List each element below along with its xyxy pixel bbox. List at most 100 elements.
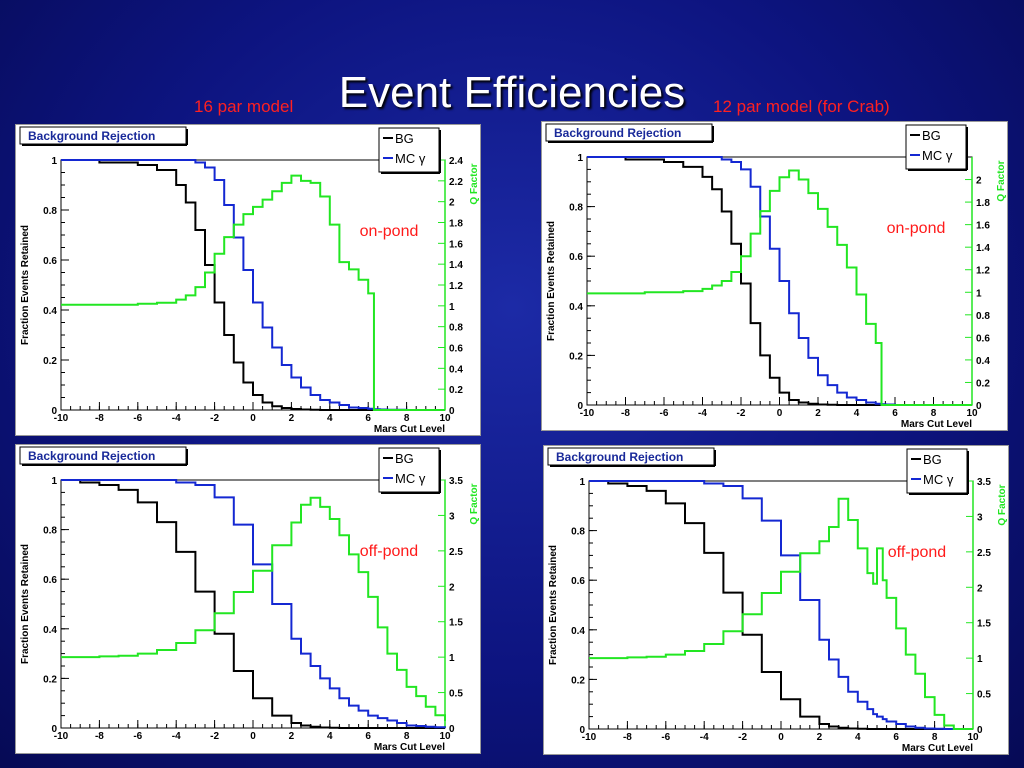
y2-tick-label: 0.5 [449,689,463,700]
panel-title: Background Rejection [28,449,155,463]
y-tick-label: 0.6 [571,576,585,587]
y-tick-label: 1 [51,156,57,167]
mc-gamma-series-line [61,479,446,729]
x-tick-label: 6 [365,731,371,742]
chart-bottom-left: Background Rejection-10 -8 -6 -4 -2 0 2 4 6 8 10Ma… [15,444,481,754]
y2-axis-label: Q Factor [997,484,1008,525]
x-tick-label: 4 [855,732,861,743]
y-tick-label: 0 [51,406,57,417]
y-tick-label: 0.4 [569,302,583,313]
x-tick-label: 8 [932,732,938,743]
x-tick-label: -8 [623,732,632,743]
legend-box [378,127,440,173]
x-tick-label: 6 [893,732,899,743]
y2-tick-label: 2 [449,198,455,209]
x-tick-label: 8 [404,413,410,424]
y-tick-label: 0.2 [571,675,585,686]
y2-tick-label: 2.4 [449,156,463,167]
y-tick-label: 0 [579,725,585,736]
y2-tick-label: 1.4 [449,260,463,271]
legend-label: BG [923,452,942,467]
left-model-label: 16 par model [194,97,294,116]
chart-panel-top-left: Background Rejection -10 -8 -6 -4 -2 0 2 4 6 8 10 Ma… [15,124,481,436]
y-tick-label: 0 [577,401,583,412]
x-tick-label: -6 [133,413,142,424]
annotation-label: on-pond [887,220,946,237]
x-tick-label: 0 [250,731,256,742]
x-tick-label: 2 [817,732,823,743]
q-factor-series-line [61,174,445,411]
y2-tick-label: 1.5 [977,619,991,630]
x-tick-label: 0 [777,408,783,419]
x-tick-label: -4 [172,731,181,742]
panel-frame [15,124,481,436]
y-tick-label: 0 [51,724,57,735]
y-tick-label: 0.6 [43,256,57,267]
y2-tick-label: 0 [449,724,455,735]
y-tick-label: 0.8 [569,203,583,214]
y-tick-label: 0.2 [43,674,57,685]
y2-tick-label: 1.2 [449,281,463,292]
x-tick-label: -6 [661,732,670,743]
x-tick-label: 8 [931,408,937,419]
y-tick-label: 1 [51,476,57,487]
right-model-label: 12 par model (for Crab) [713,97,890,116]
x-tick-label: 0 [778,732,784,743]
x-tick-label: 10 [439,413,451,424]
y2-tick-label: 1 [976,288,982,299]
chart-top-right: Background Rejection-10 -8 -6 -4 -2 0 2 4 6 8 10Ma… [541,121,1008,431]
q-factor-series-line [61,496,446,721]
y2-tick-label: 1 [449,302,455,313]
y2-tick-label: 1.5 [449,618,463,629]
y2-tick-label: 3.5 [977,477,991,488]
x-tick-label: 2 [289,731,295,742]
y2-tick-label: 0.4 [976,356,990,367]
y2-tick-label: 0 [449,406,455,417]
panel-title: Background Rejection [554,126,681,140]
annotation-label: on-pond [360,223,419,240]
y2-tick-label: 0.8 [976,311,990,322]
chart-top-left: Background Rejection-10 -8 -6 -4 -2 0 2 4 6 8 10Ma… [15,124,481,436]
panel-title: Background Rejection [28,129,155,143]
y2-tick-label: 0 [976,401,982,412]
y2-tick-label: 1.2 [976,266,990,277]
y2-tick-label: 2 [449,582,455,593]
y-tick-label: 0.2 [43,356,57,367]
y2-axis-label: Q Factor [469,483,480,524]
x-tick-label: -8 [95,731,104,742]
x-tick-label: -8 [95,413,104,424]
y2-axis-label: Q Factor [996,160,1007,201]
y2-tick-label: 0.5 [977,690,991,701]
x-tick-label: 10 [967,732,979,743]
legend-label: BG [395,131,414,146]
y2-axis-label: Q Factor [469,163,480,204]
x-tick-label: 10 [439,731,451,742]
x-tick-label: 8 [404,731,410,742]
annotation-label: off-pond [360,543,418,560]
x-tick-label: -10 [580,408,595,419]
y2-tick-label: 2.2 [449,177,463,188]
legend-box [906,448,968,494]
y2-tick-label: 0.6 [449,344,463,355]
y-axis-label: Fraction Events Retained [546,221,557,341]
x-tick-label: -8 [621,408,630,419]
legend-label: MC γ [395,151,426,166]
x-tick-label: -4 [172,413,181,424]
y2-tick-label: 3 [977,512,983,523]
y2-tick-label: 0.4 [449,364,463,375]
chart-panel-bottom-left: Background Rejection -10 -8 -6 -4 -2 0 2 4 6 8 10 Ma… [15,444,481,754]
y-tick-label: 0.6 [43,575,57,586]
legend-label: BG [922,128,941,143]
y-tick-label: 1 [577,153,583,164]
y-tick-label: 0.8 [43,526,57,537]
y2-tick-label: 2 [977,583,983,594]
x-axis-label: Mars Cut Level [901,419,972,430]
x-tick-label: 2 [815,408,821,419]
y2-tick-label: 1.6 [449,239,463,250]
x-tick-label: 4 [327,413,333,424]
y2-tick-label: 0.2 [976,378,990,389]
legend-label: MC γ [395,471,426,486]
y2-tick-label: 0.8 [449,323,463,334]
x-tick-label: -6 [660,408,669,419]
x-axis-label: Mars Cut Level [902,743,973,754]
